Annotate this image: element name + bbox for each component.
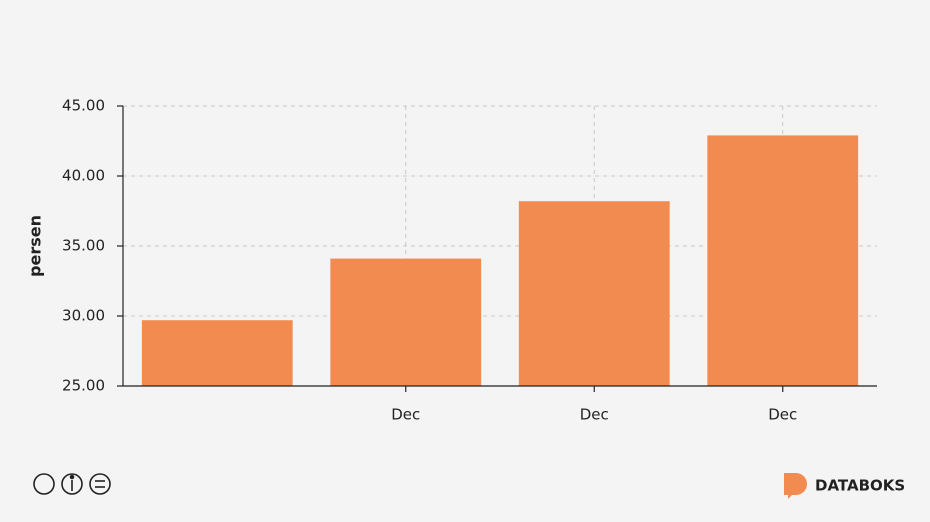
x-tick-label: Dec xyxy=(391,406,420,424)
y-tick-label: 25.00 xyxy=(62,377,105,395)
brand-logo xyxy=(784,473,807,499)
x-tick-label: Dec xyxy=(768,406,797,424)
bar xyxy=(707,135,859,386)
bar xyxy=(518,201,670,386)
brand-name: DATABOKS xyxy=(815,477,905,495)
y-axis-label: persen xyxy=(26,215,45,277)
license-icons xyxy=(33,473,111,495)
x-tick-label: Dec xyxy=(580,406,609,424)
y-tick-label: 45.00 xyxy=(62,97,105,115)
bar xyxy=(141,320,293,386)
y-tick-label: 40.00 xyxy=(62,167,105,185)
bar xyxy=(330,258,482,386)
y-tick-label: 35.00 xyxy=(62,237,105,255)
y-tick-label: 30.00 xyxy=(62,307,105,325)
